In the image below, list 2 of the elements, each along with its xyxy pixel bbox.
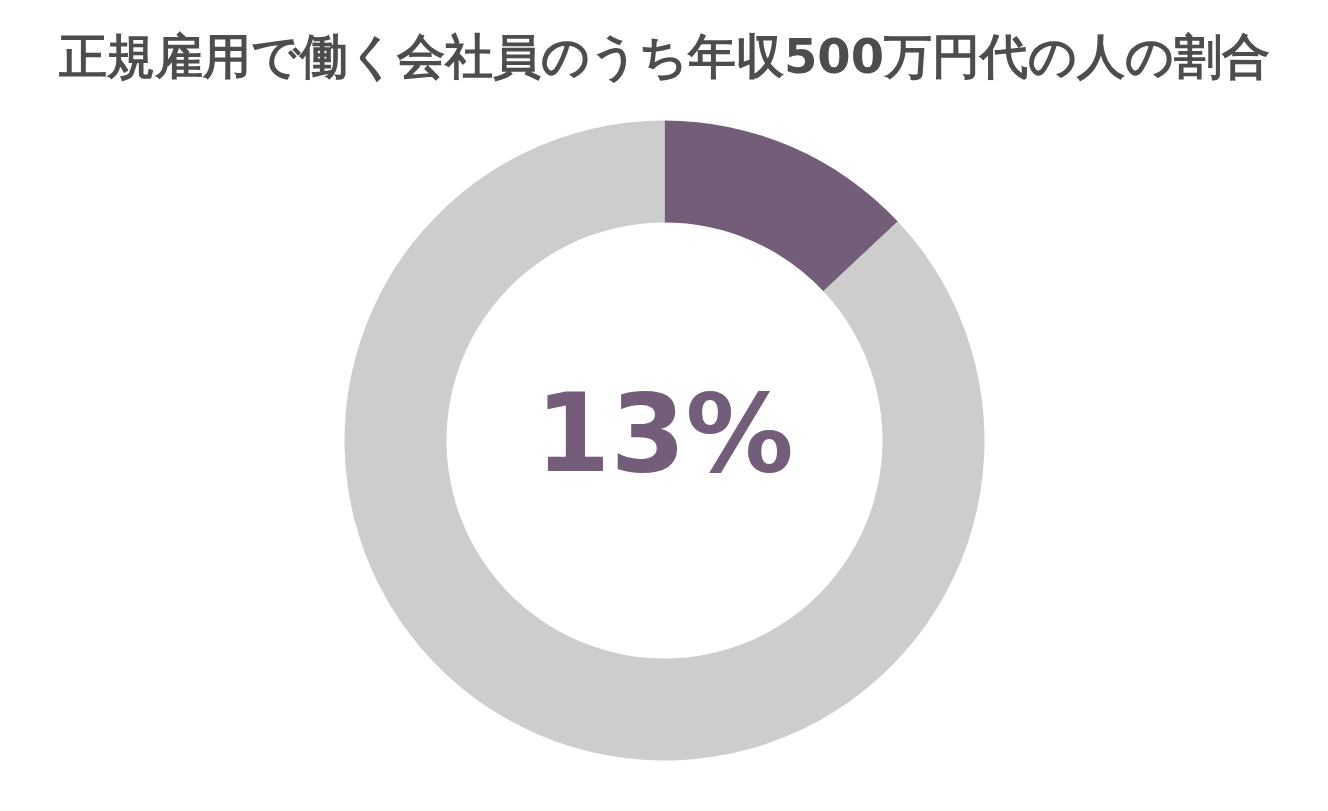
chart-title: 正規雇用で働く会社員のうち年収500万円代の人の割合 <box>57 27 1271 84</box>
text: 13% <box>535 371 794 496</box>
